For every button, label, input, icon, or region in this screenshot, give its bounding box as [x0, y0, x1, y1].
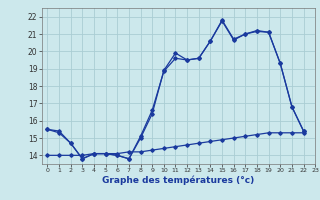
X-axis label: Graphe des températures (°c): Graphe des températures (°c): [102, 176, 254, 185]
